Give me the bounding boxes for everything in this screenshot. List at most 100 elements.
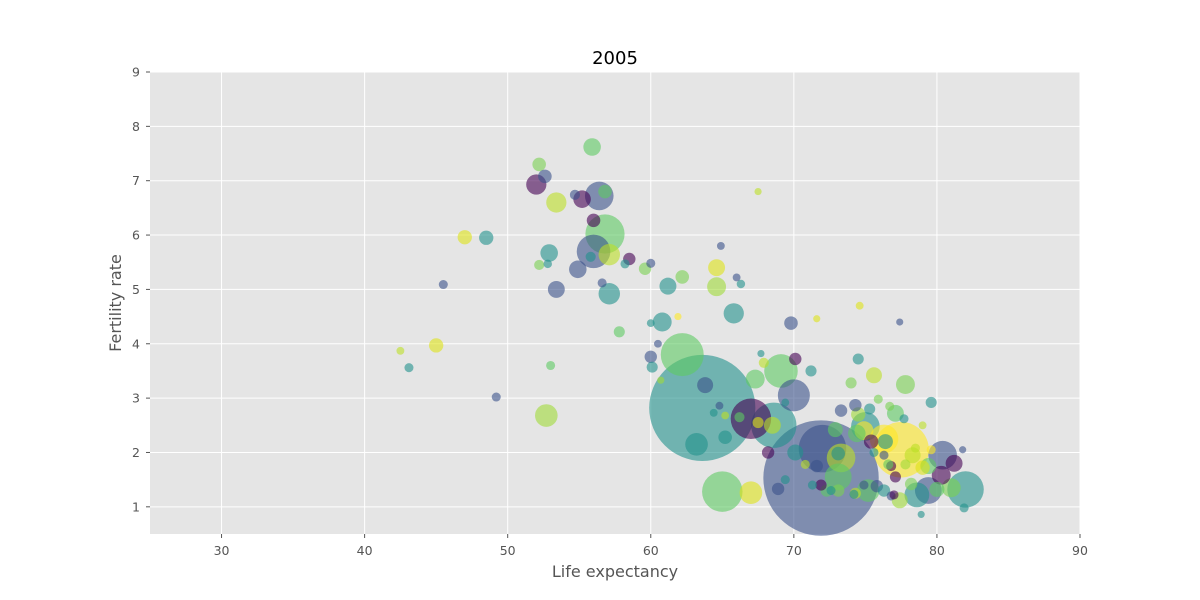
data-point [546,360,556,371]
data-point [730,398,772,440]
data-point [864,403,876,415]
data-point [758,357,769,368]
data-point [396,346,405,355]
data-point [708,259,726,277]
data-point [813,315,821,323]
data-point [428,338,444,353]
data-point [832,484,845,497]
data-point [863,434,879,449]
x-tick-label: 50 [500,543,516,558]
data-point [777,379,810,412]
data-point [646,361,658,373]
data-point [784,316,798,330]
data-point [852,353,864,365]
data-point [810,459,823,473]
x-tick-label: 90 [1072,543,1088,558]
data-point [959,503,969,513]
data-point [931,465,951,485]
data-point [761,446,775,459]
data-point [855,301,864,310]
data-point [848,424,866,443]
x-tick-label: 30 [214,543,230,558]
data-point [800,459,810,469]
data-point [597,278,607,288]
data-point [807,480,817,490]
x-tick-label: 40 [357,543,373,558]
data-point [959,446,967,454]
data-point [583,138,601,156]
data-point [915,460,930,475]
x-tick-label: 70 [786,543,802,558]
data-point [723,303,744,324]
y-axis-label: Fertility rate [106,254,125,352]
data-point [815,479,827,491]
data-point [654,339,662,348]
data-point [865,367,882,384]
data-point [657,376,665,384]
data-point [918,421,927,430]
data-point [739,481,763,505]
data-point [889,490,899,500]
y-tick-label: 7 [132,173,140,188]
data-point [546,192,567,213]
x-tick-label: 80 [929,543,945,558]
data-point [532,157,546,172]
data-point [824,463,852,491]
y-tick-label: 5 [132,282,140,297]
data-point [877,434,893,450]
data-point [745,369,765,389]
data-point [644,350,657,364]
x-axis-label: Life expectancy [552,562,678,581]
data-point [646,319,655,328]
data-point [660,333,704,377]
data-point [859,480,869,490]
data-point [585,251,596,262]
data-point [849,489,859,499]
data-point [771,482,785,496]
data-point [646,258,656,268]
data-point [873,394,883,404]
data-point [697,377,714,394]
y-tick-label: 6 [132,228,140,243]
data-point [438,279,448,290]
data-point [734,412,745,423]
y-tick-label: 9 [132,65,140,80]
data-point [831,446,845,461]
data-point [586,213,601,228]
data-point [926,445,936,455]
data-points [396,138,984,536]
data-point [899,414,909,424]
y-tick-label: 1 [132,499,140,514]
data-point [457,230,472,245]
y-tick-label: 2 [132,445,140,460]
data-point [543,259,552,269]
data-point [491,392,501,402]
data-point [685,433,708,456]
data-point [763,416,781,434]
data-point [889,471,901,483]
data-point [652,312,672,332]
axis-ticks: 30 40 50 60 70 80 90 1 2 3 4 5 6 7 8 9 [132,65,1088,559]
data-point [659,277,677,295]
data-point [752,417,764,429]
data-point [764,354,798,388]
data-point [569,260,587,279]
data-point [925,396,937,409]
data-point [757,349,765,358]
data-point [716,242,725,250]
data-point [849,398,862,412]
data-point [917,510,925,519]
y-tick-label: 8 [132,119,140,134]
data-point [834,404,848,417]
data-point [877,484,891,497]
data-point [904,477,918,491]
data-point [754,187,762,196]
data-point [869,447,879,457]
data-point [613,326,625,338]
data-point [709,408,718,417]
data-point [929,481,945,497]
data-point [674,313,682,321]
data-point [879,450,889,460]
data-point [715,401,724,410]
